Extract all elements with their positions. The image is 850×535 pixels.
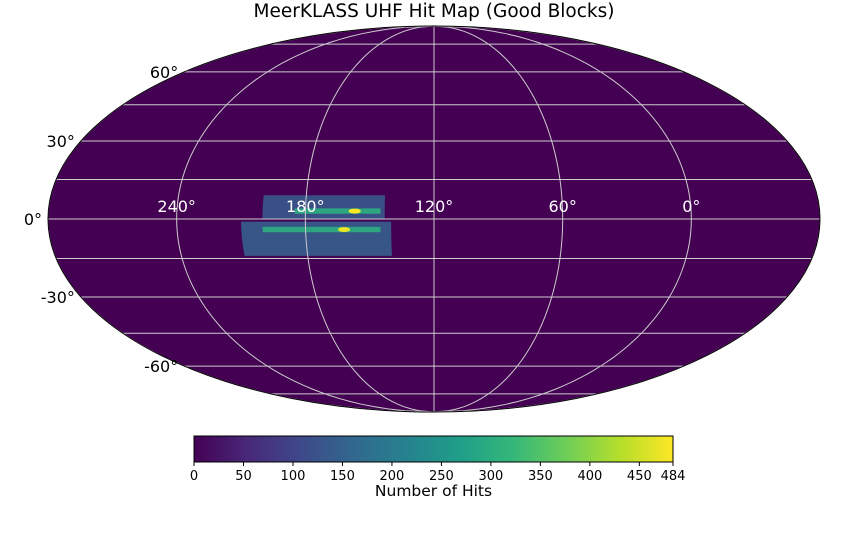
- latitude-tick-label: 0°: [24, 210, 42, 229]
- colorbar-tick-label: 300: [478, 469, 503, 484]
- map-outline: [47, 25, 821, 413]
- colorbar-tick-label: 250: [429, 469, 454, 484]
- longitude-tick-label: 180°: [286, 197, 325, 216]
- latitude-tick-label: -60°: [144, 357, 178, 376]
- latitude-tick-label: -30°: [41, 288, 75, 307]
- longitude-tick-label: 240°: [157, 197, 196, 216]
- colorbar-tick-label: 0: [190, 469, 198, 484]
- colorbar-tick-label: 484: [661, 469, 686, 484]
- colorbar-tick-label: 150: [330, 469, 355, 484]
- colorbar-tick-label: 200: [380, 469, 405, 484]
- colorbar-tick-label: 350: [528, 469, 553, 484]
- colorbar-tick-label: 450: [627, 469, 652, 484]
- longitude-tick-label: 60°: [548, 197, 576, 216]
- colorbar-tick-label: 50: [235, 469, 252, 484]
- latitude-tick-label: 60°: [150, 63, 178, 82]
- chart-title: MeerKLASS UHF Hit Map (Good Blocks): [253, 1, 615, 22]
- coverage-peak: [338, 227, 351, 233]
- coverage-region: [262, 226, 381, 233]
- longitude-labels: 240° 180° 120° 60° 0°: [157, 197, 700, 216]
- latitude-labels: 60° 30° 0° -30° -60°: [24, 63, 178, 376]
- colorbar-ticks: 0 50 100 150 200 250 300 350 400 450 484: [190, 462, 686, 484]
- longitude-tick-label: 120°: [415, 197, 454, 216]
- colorbar: 0 50 100 150 200 250 300 350 400 450 484 Number of…: [190, 435, 686, 500]
- colorbar-gradient: [193, 435, 674, 463]
- latitude-tick-label: 30°: [47, 132, 75, 151]
- colorbar-label: Number of Hits: [375, 482, 492, 500]
- coverage-layer: [241, 195, 392, 256]
- coverage-region: [241, 221, 392, 256]
- longitude-tick-label: 0°: [682, 197, 700, 216]
- coverage-peak: [348, 208, 361, 214]
- colorbar-tick-label: 100: [281, 469, 306, 484]
- colorbar-tick-label: 400: [577, 469, 602, 484]
